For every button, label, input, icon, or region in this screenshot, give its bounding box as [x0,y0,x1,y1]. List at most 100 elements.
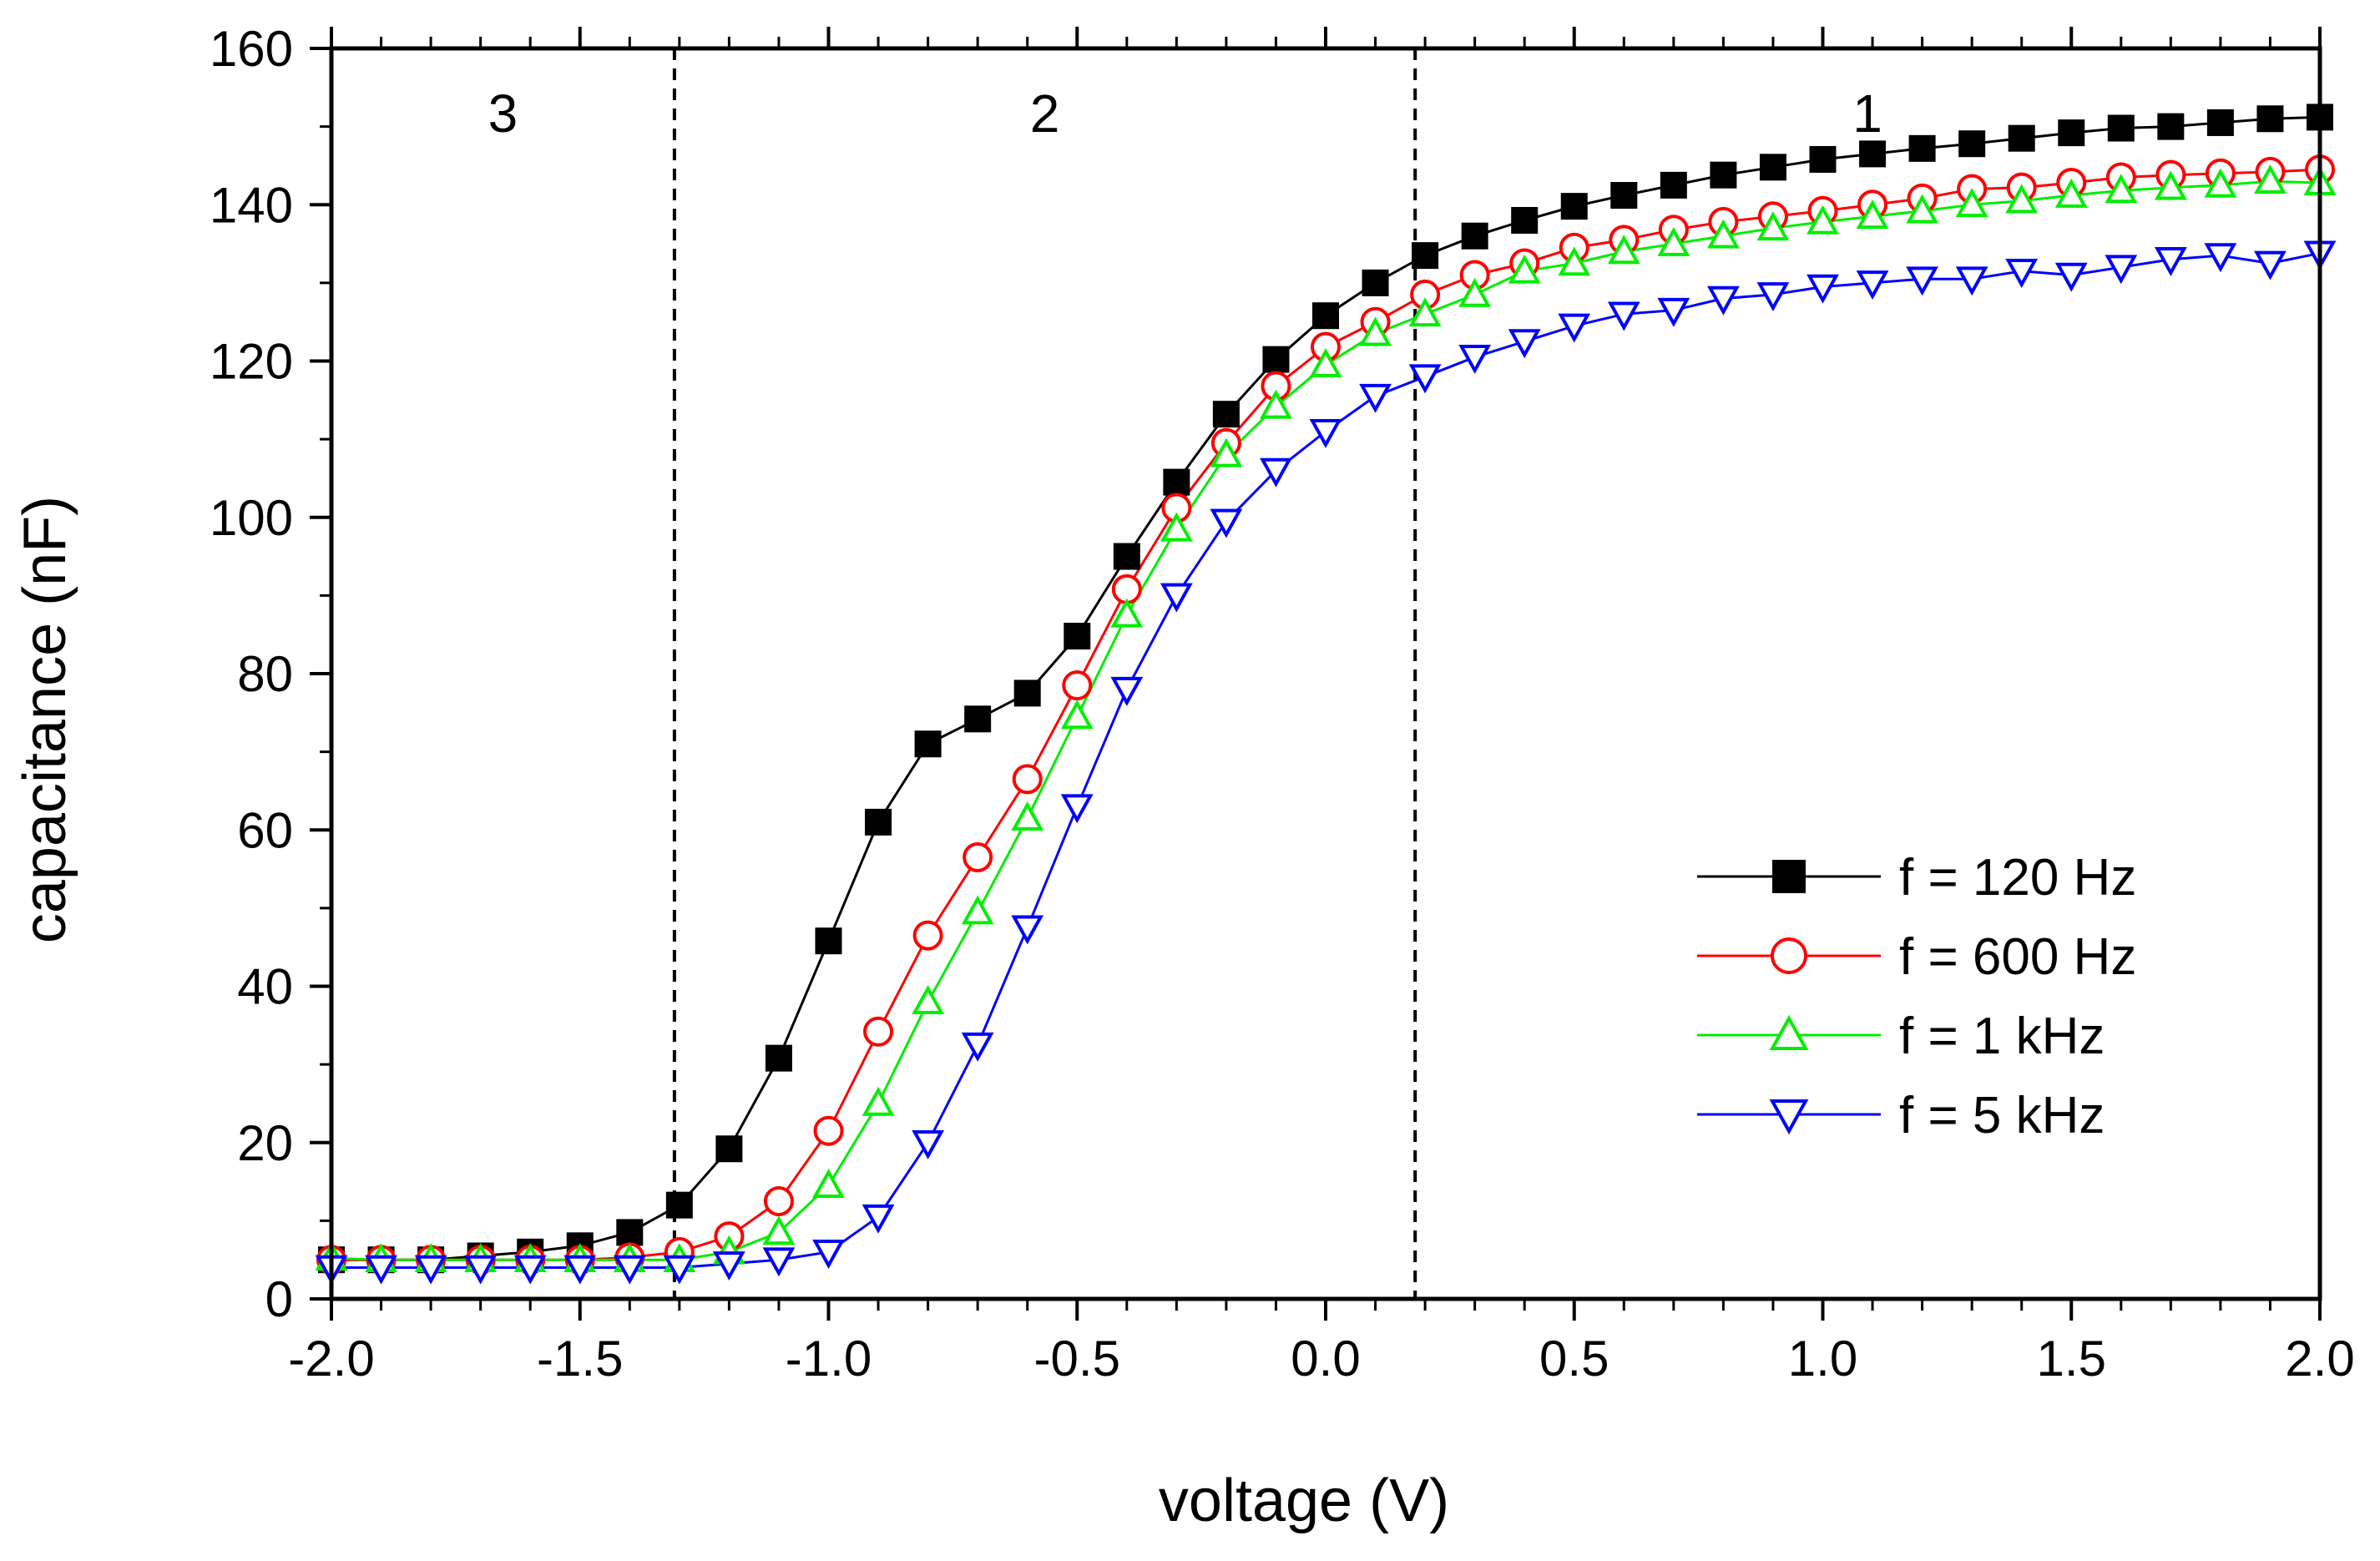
data-point [2154,246,2187,276]
data-point [961,1032,994,1062]
data-point [1110,676,1144,706]
data-point [2256,105,2284,133]
x-tick-label: -1.0 [786,1331,872,1387]
data-point [1210,437,1243,467]
data-point [1160,583,1193,613]
data-point [1610,182,1638,210]
data-point [613,1255,646,1285]
data-point [1408,364,1442,394]
data-point [1607,235,1640,265]
data-point [2058,119,2085,147]
data-point [1362,269,1389,296]
data-point [1809,145,1837,173]
data-point [1012,764,1043,795]
region-label-1: 1 [1852,83,1882,144]
y-tick-label: 160 [210,21,293,77]
data-point [665,1191,693,1219]
data-point [1011,801,1044,831]
data-point [2107,114,2135,142]
data-point [513,1255,547,1285]
y-tick-label: 80 [237,646,293,702]
data-point [2154,170,2187,200]
data-point [414,1255,447,1285]
data-point [1657,226,1690,256]
x-tick-label: -0.5 [1034,1331,1120,1387]
series-markers-4 [315,240,2337,1285]
data-point [912,1129,944,1159]
data-point [1657,297,1690,327]
data-point [1260,457,1292,487]
data-point [2157,113,2185,140]
data-point [2254,164,2287,194]
region-labels: 3 2 1 [488,83,1882,144]
data-point [2105,255,2138,285]
data-point [1113,543,1140,570]
data-point [2054,262,2088,292]
data-point [1359,316,1392,346]
data-point [1955,266,1988,296]
data-point [1262,346,1290,373]
y-tick-label: 0 [265,1271,293,1327]
legend-label: f = 1 kHz [1899,1008,2105,1065]
data-point [1955,188,1988,218]
data-point [863,1016,894,1047]
region-label-2: 2 [1030,83,1060,144]
data-point [2005,184,2039,214]
legend-item-4: f = 5 kHz [1697,1087,2105,1144]
x-tick-label: 0.5 [1539,1331,1609,1387]
data-point [1707,219,1740,249]
data-point [2254,250,2287,280]
data-point [1163,468,1190,496]
x-tick-label: 0.0 [1291,1331,1360,1387]
data-point [1558,313,1591,343]
data-point [2105,174,2138,204]
data-point [1461,222,1488,250]
data-point [1458,345,1492,374]
data-point [865,808,892,836]
x-axis-title: voltage (V) [1159,1468,1449,1534]
legend-label: f = 5 kHz [1899,1087,2105,1144]
data-point [1607,301,1640,331]
data-point [763,1185,794,1216]
legend-marker [1769,1014,1809,1050]
data-point [862,1204,895,1234]
data-point [1309,418,1342,448]
data-point [862,1086,895,1116]
data-point [365,1255,397,1285]
x-tick-label: 1.0 [1788,1331,1857,1387]
data-point [2206,109,2234,136]
data-point [1013,679,1041,707]
data-point [2005,259,2039,288]
y-tick-label: 120 [210,334,293,390]
legend-label: f = 120 Hz [1899,849,2136,907]
legend-label: f = 600 Hz [1899,928,2136,986]
data-point [1756,211,1790,241]
data-point [1759,154,1786,181]
data-point [912,985,944,1015]
axis-ticks [310,27,2322,1321]
data-point [1906,266,1938,296]
x-tick-label: 2.0 [2285,1331,2354,1387]
data-point [1508,329,1541,359]
data-point [963,842,993,873]
series-markers [315,104,2337,1285]
data-point [1856,200,1889,230]
data-point [1558,246,1591,276]
data-point [663,1255,696,1285]
data-point [616,1219,644,1246]
data-point [1511,206,1539,234]
region-label-3: 3 [488,83,518,144]
x-tick-label: 1.5 [2037,1331,2106,1387]
data-point [961,895,994,925]
data-point [1908,134,1936,162]
data-point [1312,302,1339,330]
data-point [713,1251,745,1281]
data-point [1260,389,1292,419]
y-tick-label: 140 [210,177,293,233]
y-tick-label: 20 [237,1115,293,1171]
data-point [1710,161,1737,189]
data-point [1212,401,1240,428]
legend-item-2: f = 600 Hz [1697,928,2136,986]
legend: f = 120 Hz f = 600 Hz f = 1 kHz f = 5 kHz [1697,849,2136,1144]
